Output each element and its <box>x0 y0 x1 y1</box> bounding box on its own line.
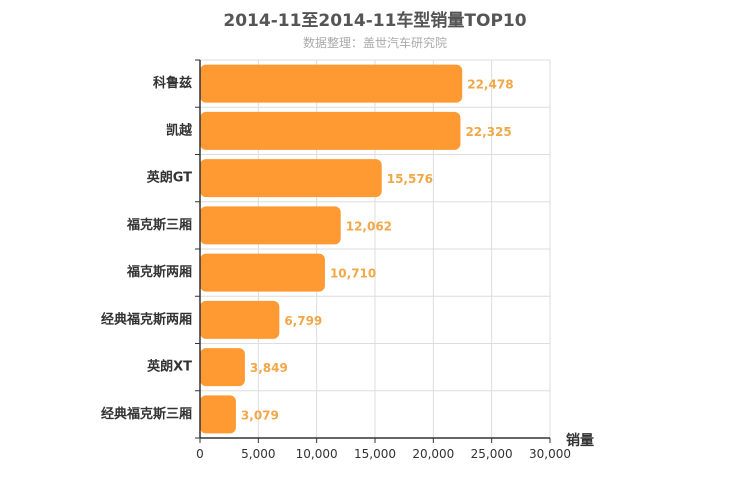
x-tick-label: 15,000 <box>354 447 396 461</box>
axes <box>195 59 551 443</box>
category-label: 经典福克斯三厢 <box>101 406 192 422</box>
x-axis-title: 销量 <box>566 432 594 449</box>
x-tick-label: 30,000 <box>529 447 571 461</box>
bar <box>200 111 461 150</box>
value-label: 12,062 <box>346 219 392 233</box>
category-label: 凯越 <box>166 122 193 138</box>
x-tick-label: 20,000 <box>412 447 454 461</box>
category-label: 福克斯两厢 <box>126 264 192 280</box>
category-label: 科鲁兹 <box>153 75 192 91</box>
bar <box>200 159 382 198</box>
bar <box>200 300 280 339</box>
value-label: 3,079 <box>241 408 279 422</box>
value-label: 22,325 <box>465 125 511 139</box>
bar <box>200 348 245 387</box>
value-label: 15,576 <box>387 172 433 186</box>
category-label: 英朗XT <box>146 359 192 375</box>
bars <box>200 64 463 434</box>
value-label: 10,710 <box>330 267 376 281</box>
bar <box>200 395 236 434</box>
x-tick-label: 5,000 <box>241 447 275 461</box>
x-tick-label: 0 <box>196 447 204 461</box>
category-label: 经典福克斯两厢 <box>101 311 192 327</box>
category-label: 英朗GT <box>146 170 192 186</box>
chart-subtitle: 数据整理：盖世汽车研究院 <box>302 36 447 50</box>
bar <box>200 253 325 292</box>
value-label: 6,799 <box>284 314 322 328</box>
labels: 科鲁兹 22,478 凯越 22,325 英朗GT 15,576 福克斯三厢 12,062 福克… <box>101 75 594 461</box>
x-tick-label: 10,000 <box>296 447 338 461</box>
value-label: 3,849 <box>250 361 288 375</box>
chart-title: 2014-11至2014-11车型销量TOP10 <box>223 11 527 31</box>
category-label: 福克斯三厢 <box>126 217 192 233</box>
bar <box>200 206 341 245</box>
x-tick-label: 25,000 <box>471 447 513 461</box>
value-label: 22,478 <box>467 78 513 92</box>
bar <box>200 64 463 103</box>
